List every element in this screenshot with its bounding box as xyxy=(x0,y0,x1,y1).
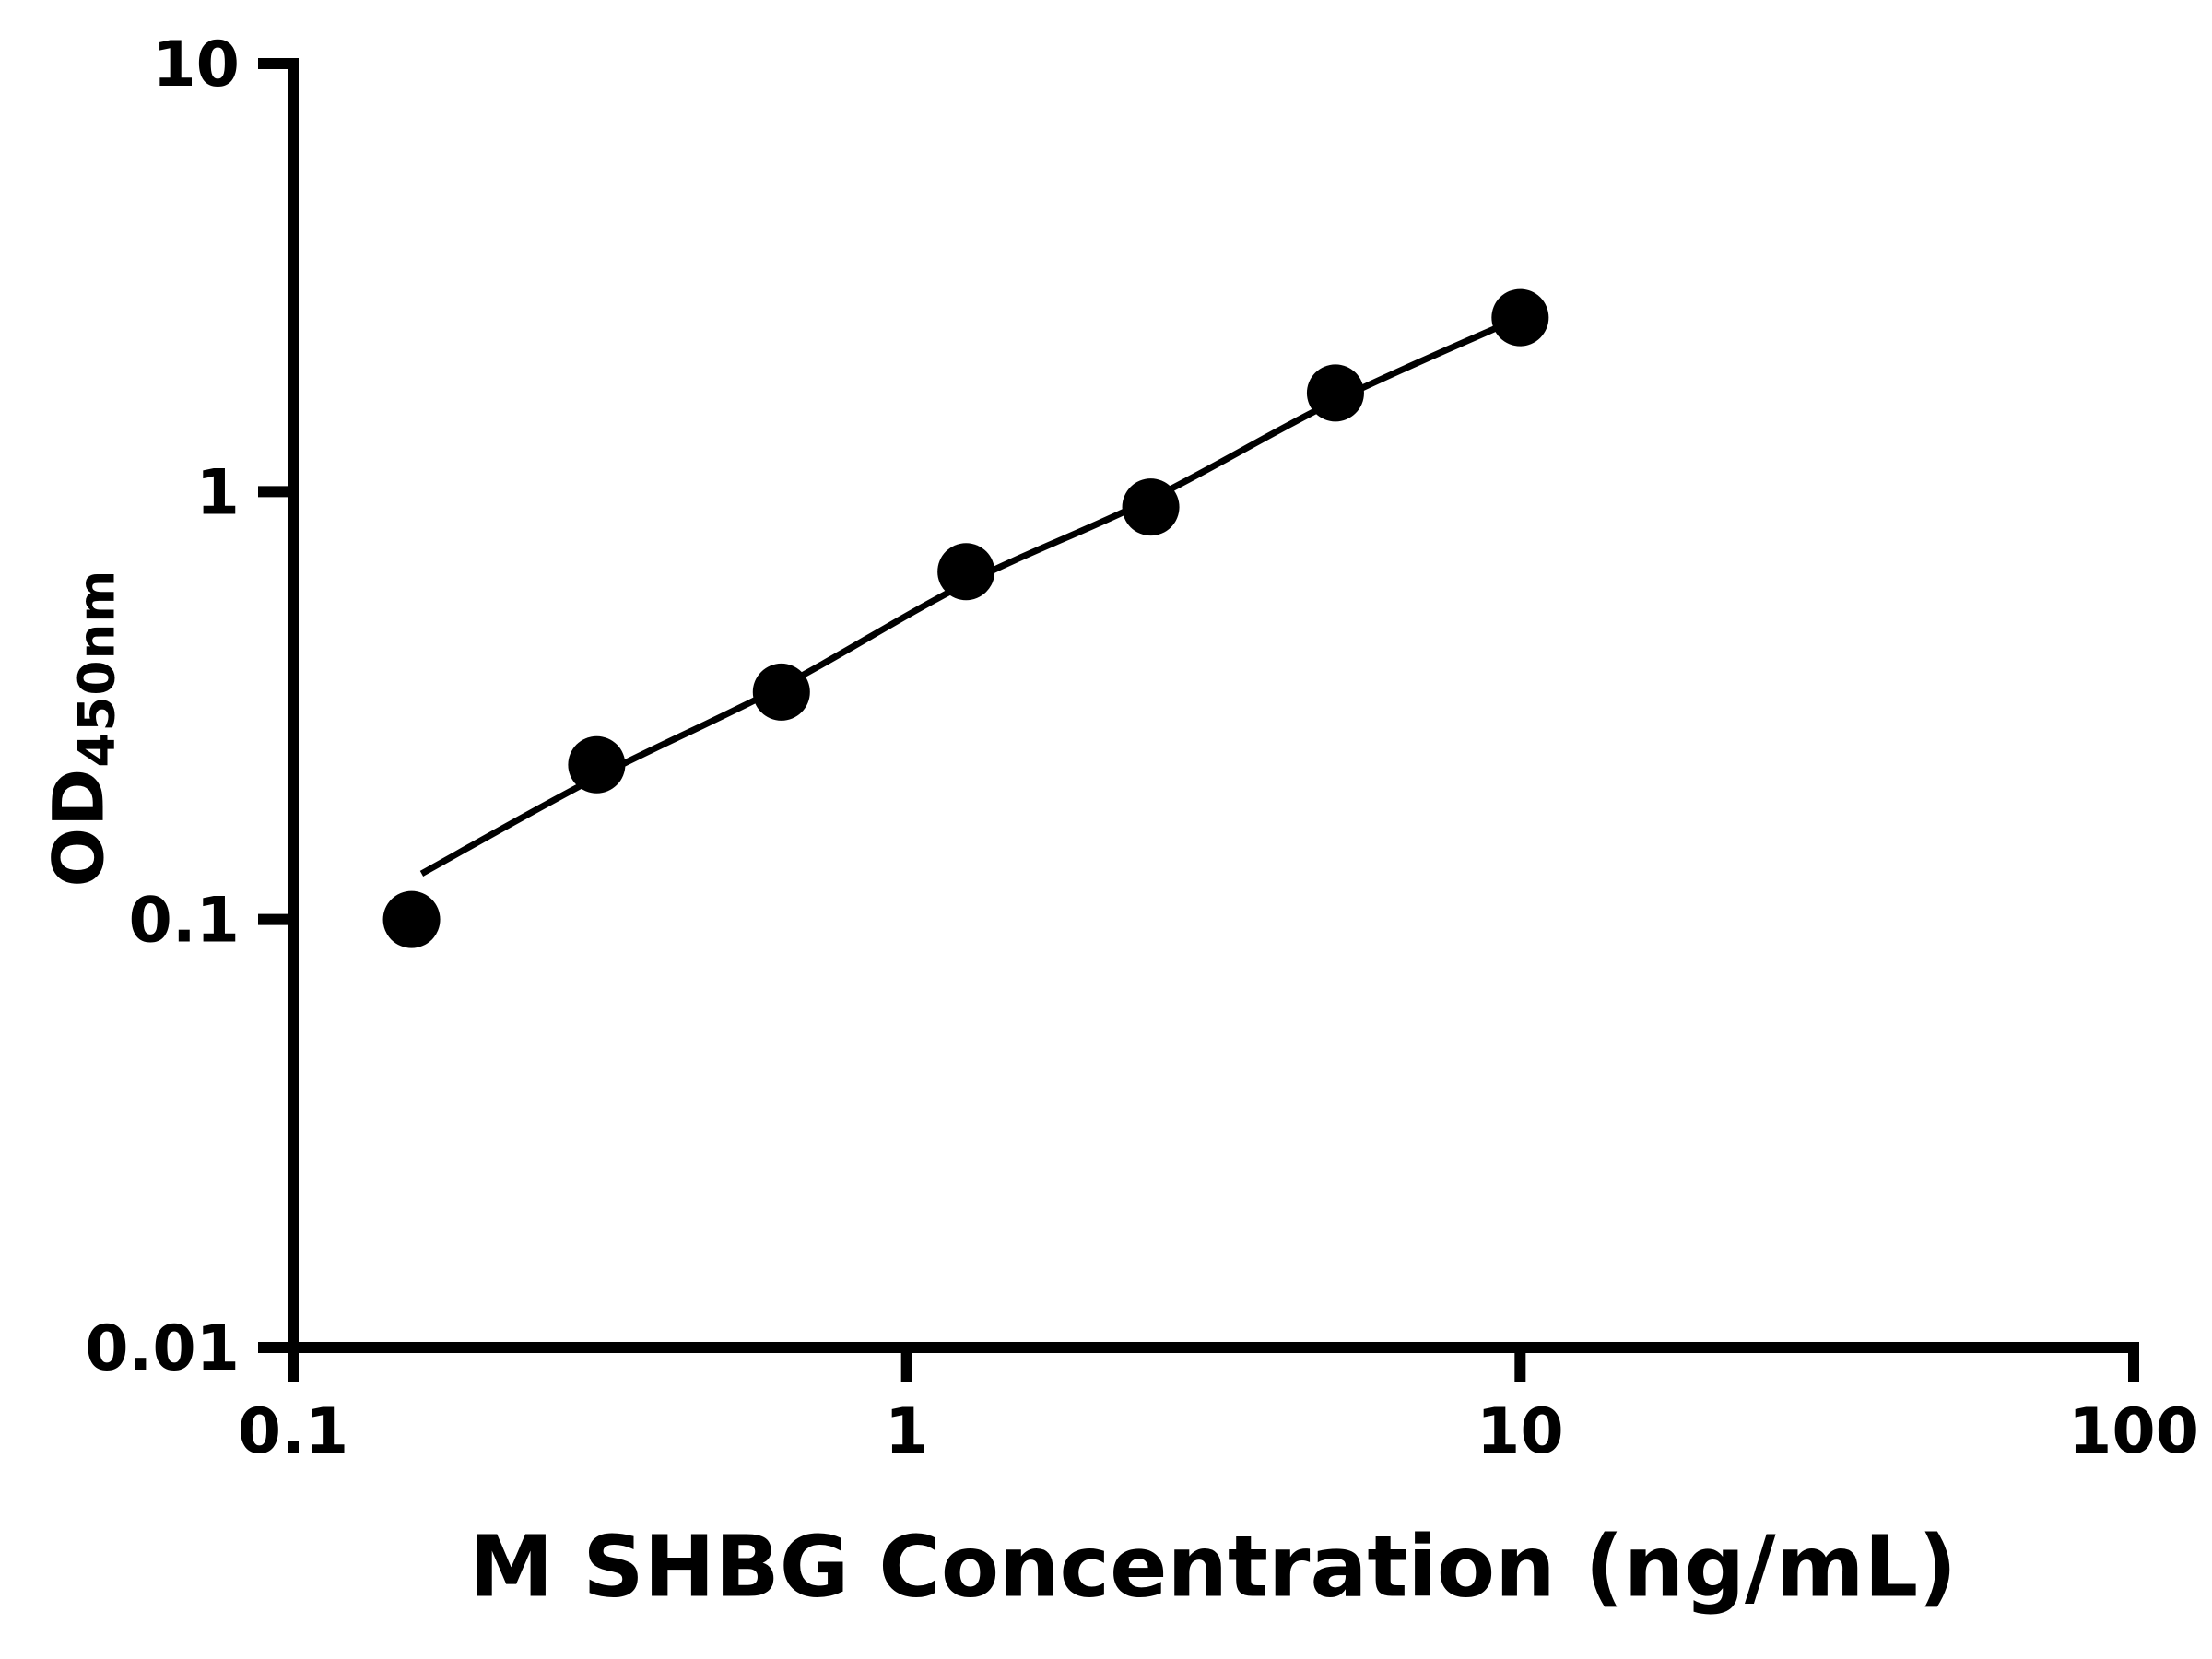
y-tick-label: 0.01 xyxy=(85,1312,240,1385)
x-axis-title: M SHBG Concentration (ng/mL) xyxy=(468,1517,1958,1617)
data-point xyxy=(1122,478,1180,536)
y-tick-label: 10 xyxy=(152,29,240,101)
y-axis-title-sub: 450nm xyxy=(66,569,126,768)
data-point xyxy=(568,735,626,794)
y-axis-title-main: OD xyxy=(37,767,120,888)
data-point xyxy=(937,543,995,601)
data-point xyxy=(382,890,441,948)
y-tick-label: 0.1 xyxy=(129,885,240,958)
x-tick-label: 1 xyxy=(885,1395,928,1468)
x-tick-label: 100 xyxy=(2068,1395,2199,1468)
x-tick-label: 0.1 xyxy=(238,1395,348,1468)
y-axis-title: OD450nm xyxy=(37,570,126,888)
data-point xyxy=(752,663,810,721)
data-point xyxy=(1491,288,1549,347)
data-point xyxy=(1306,364,1364,422)
y-tick-label: 1 xyxy=(196,456,240,529)
x-tick-label: 10 xyxy=(1477,1395,1564,1468)
